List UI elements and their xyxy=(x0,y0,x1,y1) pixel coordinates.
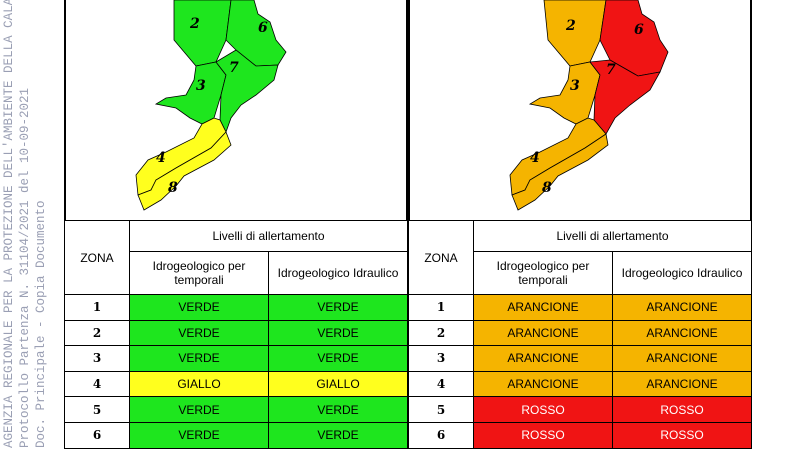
map-right: 2 6 3 7 4 8 xyxy=(408,0,752,220)
map-zone-8 xyxy=(511,133,609,211)
level-temporali: ROSSO xyxy=(473,421,613,449)
map-label-7: 7 xyxy=(606,62,616,78)
table-row: 4 GIALLO GIALLO xyxy=(64,370,408,398)
protocol-stamp: AGENZIA REGIONALE PER LA PROTEZIONE DELL… xyxy=(0,0,60,450)
level-idraulico: VERDE xyxy=(268,421,408,449)
level-idraulico: GIALLO xyxy=(268,370,408,398)
panel-right: 2 6 3 7 4 8 ZONA Livelli di allertamento… xyxy=(408,0,752,450)
map-label-6: 6 xyxy=(258,20,268,36)
header-zona: ZONA xyxy=(408,220,474,295)
map-label-8: 8 xyxy=(168,180,178,196)
level-temporali: VERDE xyxy=(129,421,269,449)
level-temporali: VERDE xyxy=(129,294,269,321)
header-temporali: Idrogeologico per temporali xyxy=(129,251,269,295)
map-left: 2 6 3 7 4 8 xyxy=(64,0,408,220)
level-idraulico: ARANCIONE xyxy=(612,294,752,321)
table-row: 3 VERDE VERDE xyxy=(64,345,408,372)
table-row: 6 ROSSO ROSSO xyxy=(408,421,752,449)
header-idraulico: Idrogeologico Idraulico xyxy=(612,251,752,295)
map-zone-3 xyxy=(528,61,601,125)
header-zona: ZONA xyxy=(64,220,130,295)
map-zone-8 xyxy=(137,131,232,211)
zone-number: 2 xyxy=(408,319,474,347)
header-idraulico: Idrogeologico Idraulico xyxy=(268,251,408,295)
table-row: 6 VERDE VERDE xyxy=(64,421,408,449)
map-label-6: 6 xyxy=(634,22,644,38)
table-row: 3 ARANCIONE ARANCIONE xyxy=(408,345,752,372)
zone-number: 3 xyxy=(408,345,474,372)
table-row: 5 ROSSO ROSSO xyxy=(408,396,752,423)
map-zone-3 xyxy=(154,61,227,125)
zone-number: 4 xyxy=(64,370,130,398)
zone-number: 1 xyxy=(64,294,130,321)
alert-table-right: ZONA Livelli di allertamento Idrogeologi… xyxy=(408,220,752,449)
level-idraulico: VERDE xyxy=(268,345,408,372)
map-label-3: 3 xyxy=(570,78,580,94)
header-levels: Livelli di allertamento xyxy=(473,220,752,252)
level-temporali: ARANCIONE xyxy=(473,345,613,372)
level-idraulico: ROSSO xyxy=(612,396,752,423)
level-idraulico: VERDE xyxy=(268,319,408,347)
level-idraulico: VERDE xyxy=(268,294,408,321)
level-temporali: ARANCIONE xyxy=(473,319,613,347)
stamp-line-1: AGENZIA REGIONALE PER LA PROTEZIONE DELL… xyxy=(2,0,16,448)
stamp-line-3: Doc. Principale - Copia Documento xyxy=(34,200,48,448)
zone-number: 6 xyxy=(64,421,130,449)
map-label-2: 2 xyxy=(189,16,200,32)
level-idraulico: ROSSO xyxy=(612,421,752,449)
table-row: 1 ARANCIONE ARANCIONE xyxy=(408,294,752,321)
level-temporali: VERDE xyxy=(129,345,269,372)
zone-number: 6 xyxy=(408,421,474,449)
stamp-line-2: Protocollo Partenza N. 31104/2021 del 10… xyxy=(18,88,32,448)
table-row: 2 VERDE VERDE xyxy=(64,319,408,347)
map-zone-7 xyxy=(215,49,279,134)
level-idraulico: ARANCIONE xyxy=(612,319,752,347)
map-label-2: 2 xyxy=(565,18,576,34)
map-label-4: 4 xyxy=(530,150,540,166)
alert-table-left: ZONA Livelli di allertamento Idrogeologi… xyxy=(64,220,408,449)
map-zone-6 xyxy=(225,0,287,67)
zone-number: 3 xyxy=(64,345,130,372)
zone-number: 1 xyxy=(408,294,474,321)
level-idraulico: VERDE xyxy=(268,396,408,423)
table-row: 5 VERDE VERDE xyxy=(64,396,408,423)
table-row: 2 ARANCIONE ARANCIONE xyxy=(408,319,752,347)
map-zone-6 xyxy=(599,0,669,77)
level-temporali: ROSSO xyxy=(473,396,613,423)
level-temporali: GIALLO xyxy=(129,370,269,398)
map-label-4: 4 xyxy=(156,150,166,166)
header-levels: Livelli di allertamento xyxy=(129,220,408,252)
map-label-3: 3 xyxy=(196,78,206,94)
level-temporali: ARANCIONE xyxy=(473,294,613,321)
level-idraulico: ARANCIONE xyxy=(612,345,752,372)
header-temporali: Idrogeologico per temporali xyxy=(473,251,613,295)
level-temporali: VERDE xyxy=(129,396,269,423)
level-temporali: ARANCIONE xyxy=(473,370,613,398)
zone-number: 5 xyxy=(64,396,130,423)
level-idraulico: ARANCIONE xyxy=(612,370,752,398)
table-row: 4 ARANCIONE ARANCIONE xyxy=(408,370,752,398)
map-label-7: 7 xyxy=(229,60,239,76)
zone-number: 5 xyxy=(408,396,474,423)
level-temporali: VERDE xyxy=(129,319,269,347)
map-zone-2 xyxy=(173,0,232,67)
zone-number: 4 xyxy=(408,370,474,398)
zone-number: 2 xyxy=(64,319,130,347)
map-label-8: 8 xyxy=(542,180,552,196)
panel-left: 2 6 3 7 4 8 ZONA Livelli di allertamento… xyxy=(64,0,408,450)
map-zone-7 xyxy=(589,59,661,135)
table-row: 1 VERDE VERDE xyxy=(64,294,408,321)
